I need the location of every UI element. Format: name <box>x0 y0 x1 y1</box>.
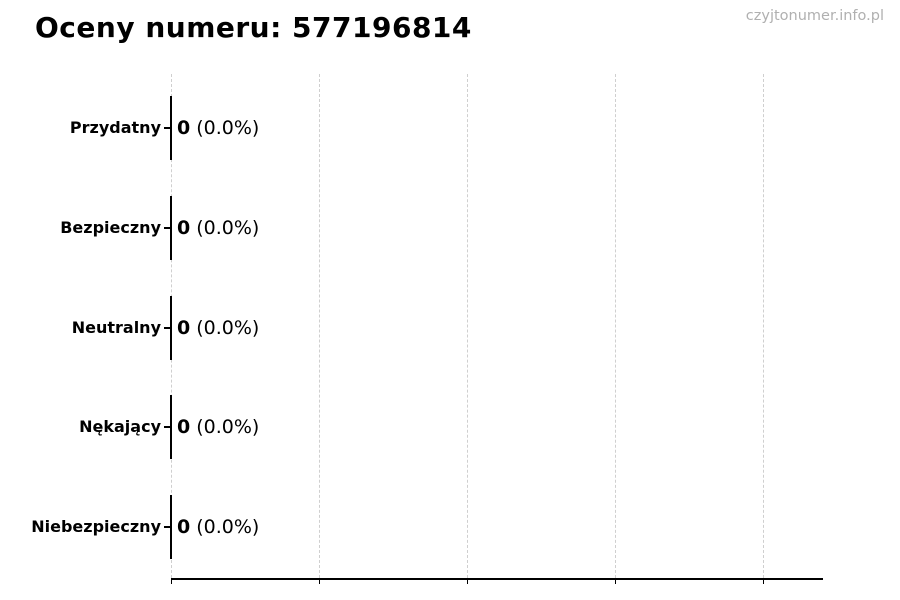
value-annotation: 0 (0.0%) <box>177 96 259 160</box>
watermark-text: czyjtonumer.info.pl <box>745 8 884 24</box>
gridline-2 <box>467 74 468 578</box>
value-annotation: 0 (0.0%) <box>177 196 259 260</box>
gridline-1 <box>319 74 320 578</box>
value-annotation: 0 (0.0%) <box>177 395 259 459</box>
zero-value-bar <box>169 96 173 160</box>
y-axis-tick <box>164 327 171 329</box>
category-label: Niebezpieczny <box>31 517 161 536</box>
x-axis-tick-3 <box>614 578 617 584</box>
y-axis-tick <box>164 127 171 129</box>
value-annotation: 0 (0.0%) <box>177 296 259 360</box>
y-axis-tick <box>164 227 171 229</box>
category-label: Bezpieczny <box>60 218 161 237</box>
value-annotation: 0 (0.0%) <box>177 495 259 559</box>
zero-value-bar <box>169 196 173 260</box>
value-percent: (0.0%) <box>196 416 260 438</box>
value-percent: (0.0%) <box>196 516 260 538</box>
value-percent: (0.0%) <box>196 117 260 139</box>
x-axis-tick-2 <box>466 578 469 584</box>
bar-row-przydatny: Przydatny 0 (0.0%) <box>0 96 900 160</box>
gridline-4 <box>763 74 764 578</box>
value-count: 0 <box>177 416 191 438</box>
x-axis-tick-4 <box>762 578 765 584</box>
zero-value-bar <box>169 395 173 459</box>
value-percent: (0.0%) <box>196 217 260 239</box>
x-axis-line <box>171 578 823 580</box>
y-axis-tick <box>164 526 171 528</box>
gridline-3 <box>615 74 616 578</box>
category-label: Nękający <box>79 417 161 436</box>
bar-row-neutralny: Neutralny 0 (0.0%) <box>0 296 900 360</box>
category-label: Przydatny <box>69 118 161 137</box>
y-axis-tick <box>164 426 171 428</box>
zero-value-bar <box>169 495 173 559</box>
chart-title: Oceny numeru: 577196814 <box>35 11 472 44</box>
value-count: 0 <box>177 317 191 339</box>
value-count: 0 <box>177 217 191 239</box>
bar-row-bezpieczny: Bezpieczny 0 (0.0%) <box>0 196 900 260</box>
x-axis-tick-0 <box>170 578 173 584</box>
zero-value-bar <box>169 296 173 360</box>
value-count: 0 <box>177 117 191 139</box>
bar-row-niebezpieczny: Niebezpieczny 0 (0.0%) <box>0 495 900 559</box>
bar-row-nekajacy: Nękający 0 (0.0%) <box>0 395 900 459</box>
value-percent: (0.0%) <box>196 317 260 339</box>
value-count: 0 <box>177 516 191 538</box>
x-axis-tick-1 <box>318 578 321 584</box>
category-label: Neutralny <box>71 318 161 337</box>
